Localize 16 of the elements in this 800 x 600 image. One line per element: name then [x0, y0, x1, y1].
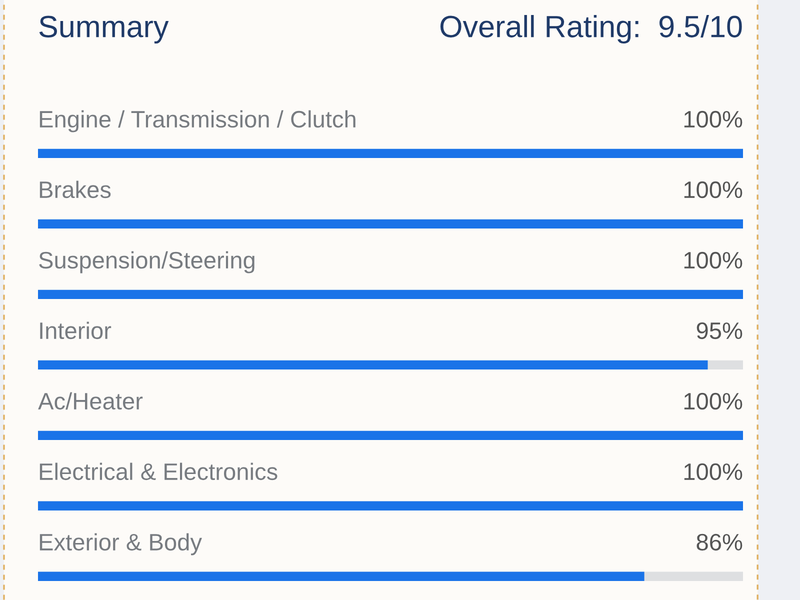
data-label: 100% — [684, 392, 742, 410]
chart-title: Summary — [39, 16, 169, 44]
y-tick-label: Suspension/Steering — [39, 251, 254, 274]
y-tick-label: Ac/Heater — [38, 392, 143, 410]
chart-subtitle: Overall Rating: 9.5/10 — [440, 15, 742, 44]
data-label: 95% — [696, 322, 742, 340]
data-label: 100% — [684, 252, 742, 269]
y-tick-label: Engine / Transmission / Clutch — [40, 110, 356, 132]
data-label: 100% — [684, 463, 742, 480]
y-tick-label: Brakes — [40, 180, 111, 198]
data-label: 86% — [696, 534, 742, 551]
data-label: 100% — [684, 181, 742, 198]
data-label: 100% — [684, 110, 742, 128]
y-tick-label: Interior — [40, 322, 112, 340]
y-tick-label: Exterior & Body — [40, 533, 202, 556]
y-tick-label: Electrical & Electronics — [40, 462, 278, 480]
